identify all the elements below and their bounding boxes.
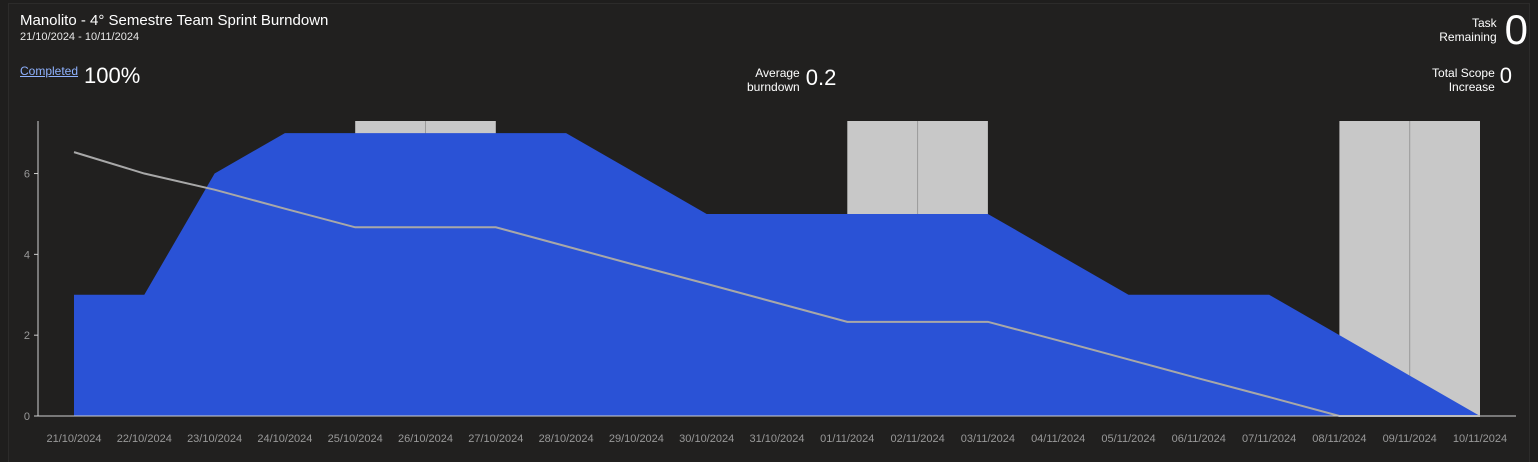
x-tick-label: 26/10/2024 [398,433,453,445]
x-tick-labels: 21/10/2024 22/10/2024 23/10/2024 24/10/2024… [46,433,1507,445]
x-tick-label: 30/10/2024 [679,433,734,445]
y-tick-labels: 0 2 4 6 [24,169,38,423]
task-remaining-stat: Task Remaining 0 [1439,6,1528,53]
x-tick-label: 05/11/2024 [1101,433,1155,445]
chart-title: Manolito - 4° Semestre Team Sprint Burnd… [20,12,329,29]
remaining-series-area [74,133,1480,416]
x-tick-label: 03/11/2024 [961,433,1015,445]
task-remaining-value: 0 [1504,6,1528,53]
scope-increase-stat: Total Scope Increase 0 [1432,63,1512,95]
x-tick-label: 10/11/2024 [1453,433,1507,445]
x-tick-label: 31/10/2024 [749,433,804,445]
x-tick-label: 02/11/2024 [890,433,944,445]
y-tick-label: 0 [24,411,30,423]
completed-link[interactable]: Completed [20,64,79,78]
x-tick-label: 21/10/2024 [46,433,101,445]
average-burndown-label-line2: burndown [747,80,800,94]
x-tick-label: 25/10/2024 [328,433,383,445]
y-tick-label: 2 [24,330,30,342]
x-tick-label: 22/10/2024 [117,433,172,445]
x-tick-label: 01/11/2024 [820,433,874,445]
task-remaining-label: Task Remaining [1439,16,1496,44]
completed-stat: Completed 100% [20,64,140,88]
x-tick-label: 29/10/2024 [609,433,664,445]
scope-increase-label: Total Scope Increase [1432,66,1495,94]
x-tick-label: 24/10/2024 [257,433,312,445]
scope-increase-label-line1: Total Scope [1432,66,1495,80]
ideal-line [73,151,1480,417]
x-tick-label: 04/11/2024 [1031,433,1085,445]
x-tick-label: 28/10/2024 [539,433,594,445]
task-remaining-label-line1: Task [1471,16,1497,30]
average-burndown-stat: Average burndown 0.2 [747,65,837,95]
scope-increase-value: 0 [1499,63,1512,88]
chart-axes [37,121,1516,417]
x-tick-label: 23/10/2024 [187,433,242,445]
x-tick-label: 08/11/2024 [1312,433,1366,445]
x-tick-label: 07/11/2024 [1242,433,1296,445]
task-remaining-label-line2: Remaining [1439,30,1497,44]
sprint-date-range: 21/10/2024 - 10/11/2024 [20,31,140,43]
ideal-series-line [73,151,1480,417]
average-burndown-label-line1: Average [755,66,800,80]
y-tick-label: 6 [24,169,30,181]
x-tick-label: 09/11/2024 [1383,433,1437,445]
average-burndown-value: 0.2 [805,65,837,90]
x-tick-label: 06/11/2024 [1172,433,1226,445]
scope-increase-label-line2: Increase [1448,80,1495,94]
remaining-area [74,133,1480,416]
completed-value: 100% [84,63,141,88]
x-tick-label: 27/10/2024 [468,433,523,445]
y-tick-label: 4 [24,249,30,261]
average-burndown-label: Average burndown [747,66,800,94]
